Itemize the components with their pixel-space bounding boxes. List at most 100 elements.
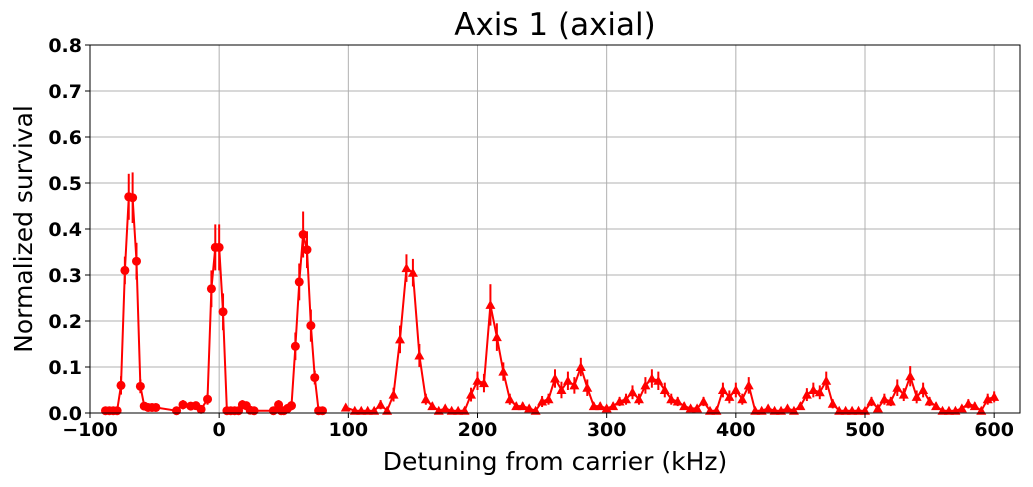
data-point (614, 396, 625, 406)
data-point (388, 389, 399, 399)
data-point (834, 405, 845, 415)
data-point (116, 380, 126, 390)
data-point (575, 362, 586, 371)
data-point (582, 382, 593, 392)
y-tick-label: 0.0 (48, 403, 82, 425)
data-point (814, 387, 825, 397)
data-point (969, 401, 980, 411)
y-tick-label: 0.8 (48, 35, 82, 57)
data-point (401, 263, 412, 273)
data-point (433, 405, 444, 415)
x-axis-label: Detuning from carrier (kHz) (383, 447, 728, 476)
data-point (679, 401, 690, 411)
data-point (705, 405, 715, 415)
data-point (530, 405, 541, 415)
data-point (294, 277, 304, 287)
data-point (621, 394, 632, 404)
data-point (287, 401, 296, 411)
y-tick-label: 0.7 (48, 81, 82, 103)
data-point (485, 299, 496, 309)
y-tick-label: 0.4 (48, 219, 82, 241)
data-point (306, 321, 316, 331)
data-point (627, 387, 638, 397)
data-point (537, 396, 548, 406)
x-tick-label: 0 (213, 419, 226, 441)
data-point (840, 405, 851, 415)
data-point (982, 394, 993, 404)
data-point (737, 394, 748, 404)
data-point (407, 267, 418, 277)
data-point (717, 385, 728, 394)
data-point (989, 391, 1000, 401)
data-point (395, 334, 405, 344)
data-point (931, 401, 942, 411)
data-point (375, 399, 386, 409)
data-point (646, 373, 657, 383)
data-point (666, 394, 677, 404)
data-point (543, 394, 554, 404)
x-tick-label: −100 (62, 419, 118, 441)
x-tick-label: 600 (974, 419, 1014, 441)
data-point (382, 405, 393, 415)
data-point (478, 378, 489, 388)
data-point (498, 366, 509, 376)
data-point (440, 403, 451, 413)
data-point (178, 400, 188, 410)
data-point (218, 307, 228, 317)
y-tick-label: 0.3 (48, 265, 82, 287)
data-point (132, 256, 141, 266)
data-point (943, 405, 954, 415)
data-point (879, 394, 890, 404)
y-tick-label: 0.6 (48, 127, 82, 149)
data-point (491, 332, 502, 342)
data-point (950, 405, 961, 415)
data-point (453, 405, 464, 415)
data-point (633, 394, 644, 404)
data-point (730, 385, 741, 394)
data-point (511, 401, 522, 411)
data-point (310, 373, 320, 383)
data-point (776, 405, 787, 415)
data-point (963, 398, 974, 408)
data-point (911, 391, 922, 401)
data-point (827, 398, 838, 408)
data-point (898, 389, 909, 399)
x-tick-label: 400 (716, 419, 756, 441)
data-point (128, 193, 138, 203)
data-point (120, 265, 130, 275)
data-point (302, 245, 312, 255)
y-axis-label: Normalized survival (9, 105, 38, 353)
data-point (905, 371, 916, 381)
y-tick-label: 0.5 (48, 173, 82, 195)
data-point (588, 401, 599, 411)
data-point (750, 405, 761, 415)
data-point (782, 403, 793, 413)
data-point (763, 403, 774, 413)
data-point (112, 406, 122, 416)
data-point (459, 405, 470, 415)
data-point (427, 401, 438, 411)
data-point (466, 389, 477, 399)
data-point (524, 403, 535, 413)
data-point (756, 405, 767, 415)
data-point (653, 375, 664, 385)
data-point (788, 405, 799, 415)
series-line (105, 195, 323, 412)
data-point (672, 396, 683, 406)
data-point (976, 405, 987, 415)
x-tick-label: 300 (587, 419, 627, 441)
data-point (711, 405, 722, 415)
data-point (249, 406, 259, 416)
data-point (853, 405, 864, 415)
data-point (866, 396, 877, 406)
data-point (550, 373, 560, 383)
data-point (595, 401, 606, 411)
data-point (446, 405, 457, 415)
data-point (685, 403, 696, 413)
data-point (640, 380, 651, 390)
data-point (659, 385, 670, 394)
data-point (562, 375, 573, 385)
data-point (847, 405, 858, 415)
y-tick-label: 0.1 (48, 357, 82, 379)
